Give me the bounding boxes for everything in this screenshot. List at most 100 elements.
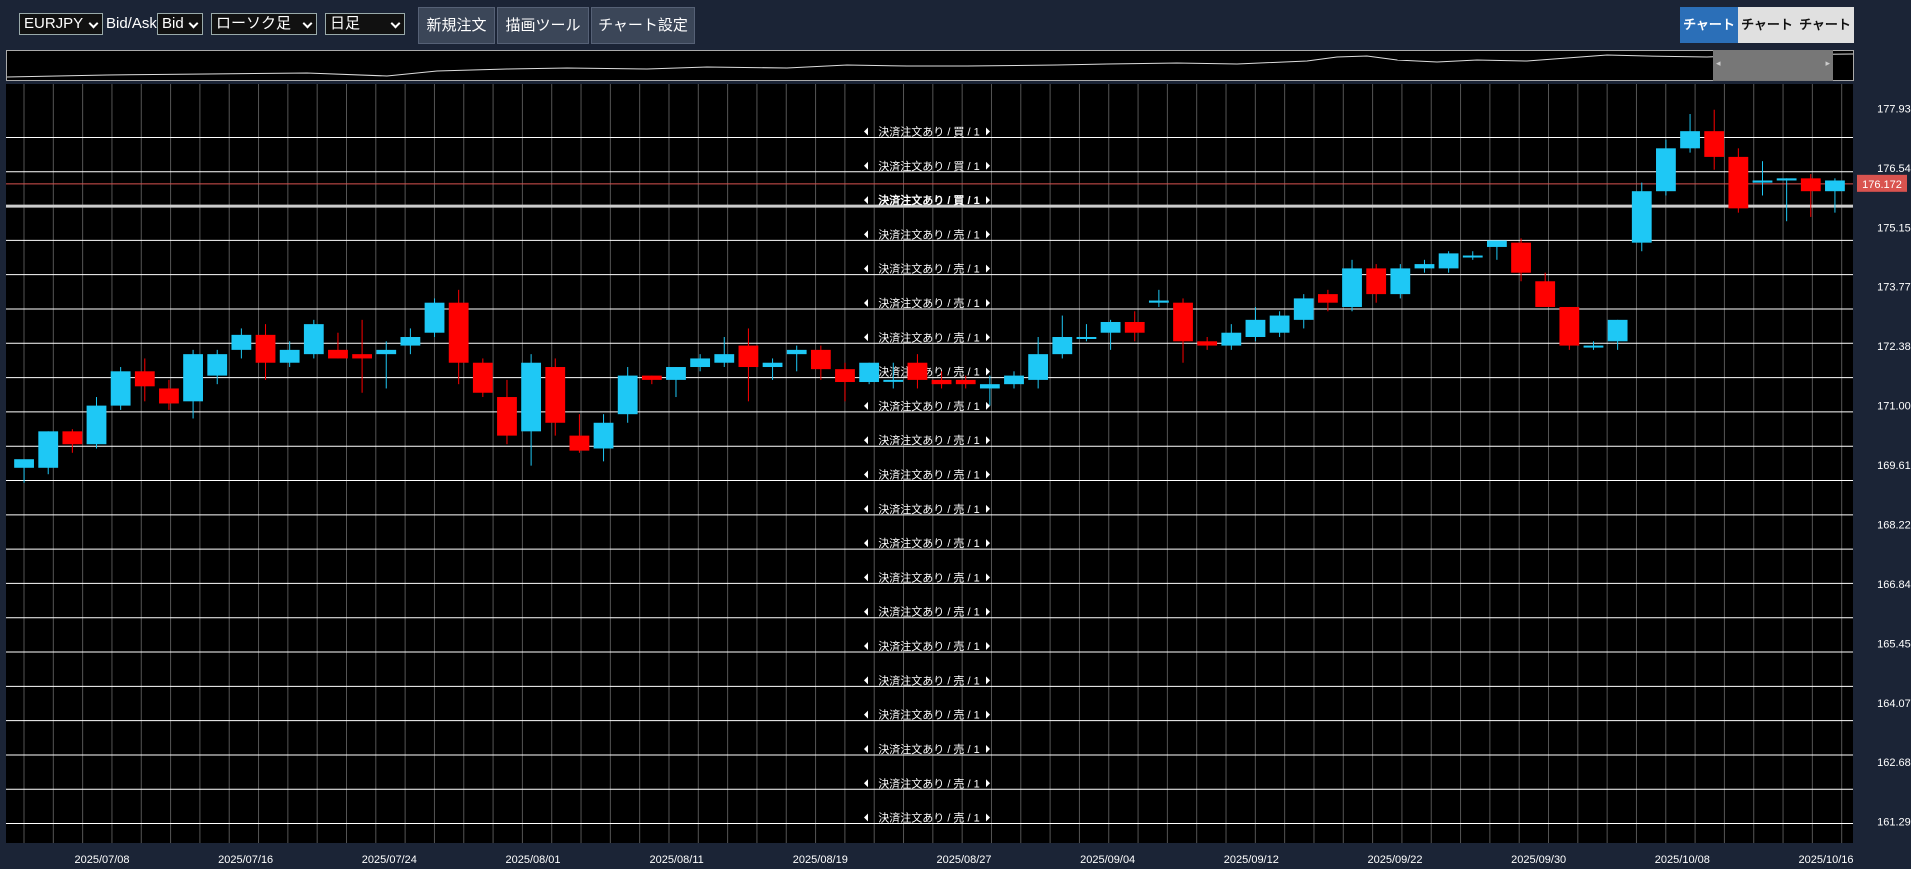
candle-body[interactable] [255,334,276,363]
navigator-left-arrow-icon[interactable]: ◂ [1716,58,1721,68]
order-line-left-arrow-icon[interactable] [864,161,868,170]
candle-body[interactable] [1559,306,1580,346]
tab-chart-1[interactable]: チャート1 [1680,7,1738,68]
candle-body[interactable] [400,337,421,346]
candle-body[interactable] [1028,354,1049,380]
candle-body[interactable] [1752,180,1773,183]
order-line-right-arrow-icon[interactable] [986,264,990,273]
candle-body[interactable] [1197,341,1218,346]
order-line-left-arrow-icon[interactable] [864,744,868,753]
candle-body[interactable] [1342,268,1362,307]
chart-navigator[interactable] [6,50,1854,81]
order-line-label[interactable]: 決済注文あり / 買 / 1 [878,159,979,173]
candle-body[interactable] [1390,268,1411,295]
chart-settings-button[interactable]: チャート設定 [591,7,695,44]
candle-body[interactable] [1511,242,1531,273]
order-line-left-arrow-icon[interactable] [864,779,868,788]
symbol-select[interactable]: EURJPY [19,13,103,35]
candle-body[interactable] [1583,345,1604,348]
candle-body[interactable] [593,422,614,449]
order-line-label[interactable]: 決済注文あり / 売 / 1 [878,570,979,584]
order-line-right-arrow-icon[interactable] [986,813,990,822]
candle-body[interactable] [690,358,711,368]
candle-body[interactable] [1052,337,1073,355]
order-line-left-arrow-icon[interactable] [864,676,868,685]
candle-body[interactable] [448,302,469,363]
timeframe-select[interactable]: 日足 [325,13,405,35]
drawing-tools-button[interactable]: 描画ツール [497,7,589,44]
order-line-left-arrow-icon[interactable] [864,710,868,719]
order-line-left-arrow-icon[interactable] [864,127,868,136]
order-line-left-arrow-icon[interactable] [864,504,868,513]
candle-body[interactable] [1124,321,1145,333]
order-line-label[interactable]: 決済注文あり / 売 / 1 [878,536,979,550]
candle-body[interactable] [1704,131,1725,157]
price-type-select[interactable]: Bid [157,13,203,35]
candle-body[interactable] [907,362,928,380]
candle-body[interactable] [1004,375,1024,385]
order-line-right-arrow-icon[interactable] [986,401,990,410]
candle-body[interactable] [1776,178,1797,181]
candle-body[interactable] [1317,294,1338,303]
order-line-left-arrow-icon[interactable] [864,470,868,479]
order-line-right-arrow-icon[interactable] [986,676,990,685]
candle-body[interactable] [617,375,638,415]
order-line-label[interactable]: 決済注文あり / 売 / 1 [878,708,979,722]
order-line-label[interactable]: 決済注文あり / 買 / 1 [878,193,979,207]
candle-body[interactable] [762,362,783,368]
order-line-left-arrow-icon[interactable] [864,573,868,582]
candle-body[interactable] [1414,264,1435,269]
candle-body[interactable] [1800,178,1821,192]
candle-body[interactable] [231,334,252,350]
order-line-left-arrow-icon[interactable] [864,333,868,342]
order-line-right-arrow-icon[interactable] [986,642,990,651]
candle-body[interactable] [883,379,904,382]
candle-body[interactable] [376,349,397,355]
candle-body[interactable] [714,354,735,363]
candle-body[interactable] [352,354,372,359]
candle-body[interactable] [521,362,542,432]
candle-body[interactable] [424,302,445,333]
order-line-label[interactable]: 決済注文あり / 売 / 1 [878,776,979,790]
candle-body[interactable] [1631,191,1652,243]
candle-body[interactable] [110,371,131,406]
tab-chart-2[interactable]: チャート2 [1738,7,1796,68]
candle-body[interactable] [810,349,831,370]
order-line-right-arrow-icon[interactable] [986,333,990,342]
candle-body[interactable] [1366,268,1387,295]
candle-body[interactable] [666,367,686,380]
navigator-right-arrow-icon[interactable]: ▸ [1825,58,1830,68]
order-line-right-arrow-icon[interactable] [986,470,990,479]
order-line-label[interactable]: 決済注文あり / 売 / 1 [878,605,979,619]
order-line-left-arrow-icon[interactable] [864,642,868,651]
order-line-label[interactable]: 決済注文あり / 買 / 1 [878,124,979,138]
candle-body[interactable] [1293,298,1314,320]
order-line-left-arrow-icon[interactable] [864,230,868,239]
candle-body[interactable] [1100,321,1121,333]
order-line-left-arrow-icon[interactable] [864,607,868,616]
order-line-right-arrow-icon[interactable] [986,436,990,445]
order-line-label[interactable]: 決済注文あり / 売 / 1 [878,330,979,344]
order-line-right-arrow-icon[interactable] [986,504,990,513]
candle-body[interactable] [931,379,952,385]
order-line-right-arrow-icon[interactable] [986,367,990,376]
order-line-right-arrow-icon[interactable] [986,573,990,582]
order-line-left-arrow-icon[interactable] [864,196,868,205]
price-chart[interactable]: 177.930 176.544 175.158 173.772 172.386 171.0… [0,84,1911,869]
candle-body[interactable] [1656,148,1676,192]
order-line-label[interactable]: 決済注文あり / 売 / 1 [878,742,979,756]
candle-body[interactable] [859,362,880,383]
candle-body[interactable] [545,367,566,423]
candle-body[interactable] [738,345,759,368]
order-line-left-arrow-icon[interactable] [864,298,868,307]
order-line-right-arrow-icon[interactable] [986,298,990,307]
order-line-label[interactable]: 決済注文あり / 売 / 1 [878,296,979,310]
candle-body[interactable] [86,405,107,445]
candle-body[interactable] [835,369,855,383]
candle-body[interactable] [159,388,179,404]
candle-body[interactable] [641,375,662,380]
order-line-label[interactable]: 決済注文あり / 売 / 1 [878,262,979,276]
candle-body[interactable] [1825,180,1845,192]
order-line-right-arrow-icon[interactable] [986,607,990,616]
candle-body[interactable] [786,349,807,355]
